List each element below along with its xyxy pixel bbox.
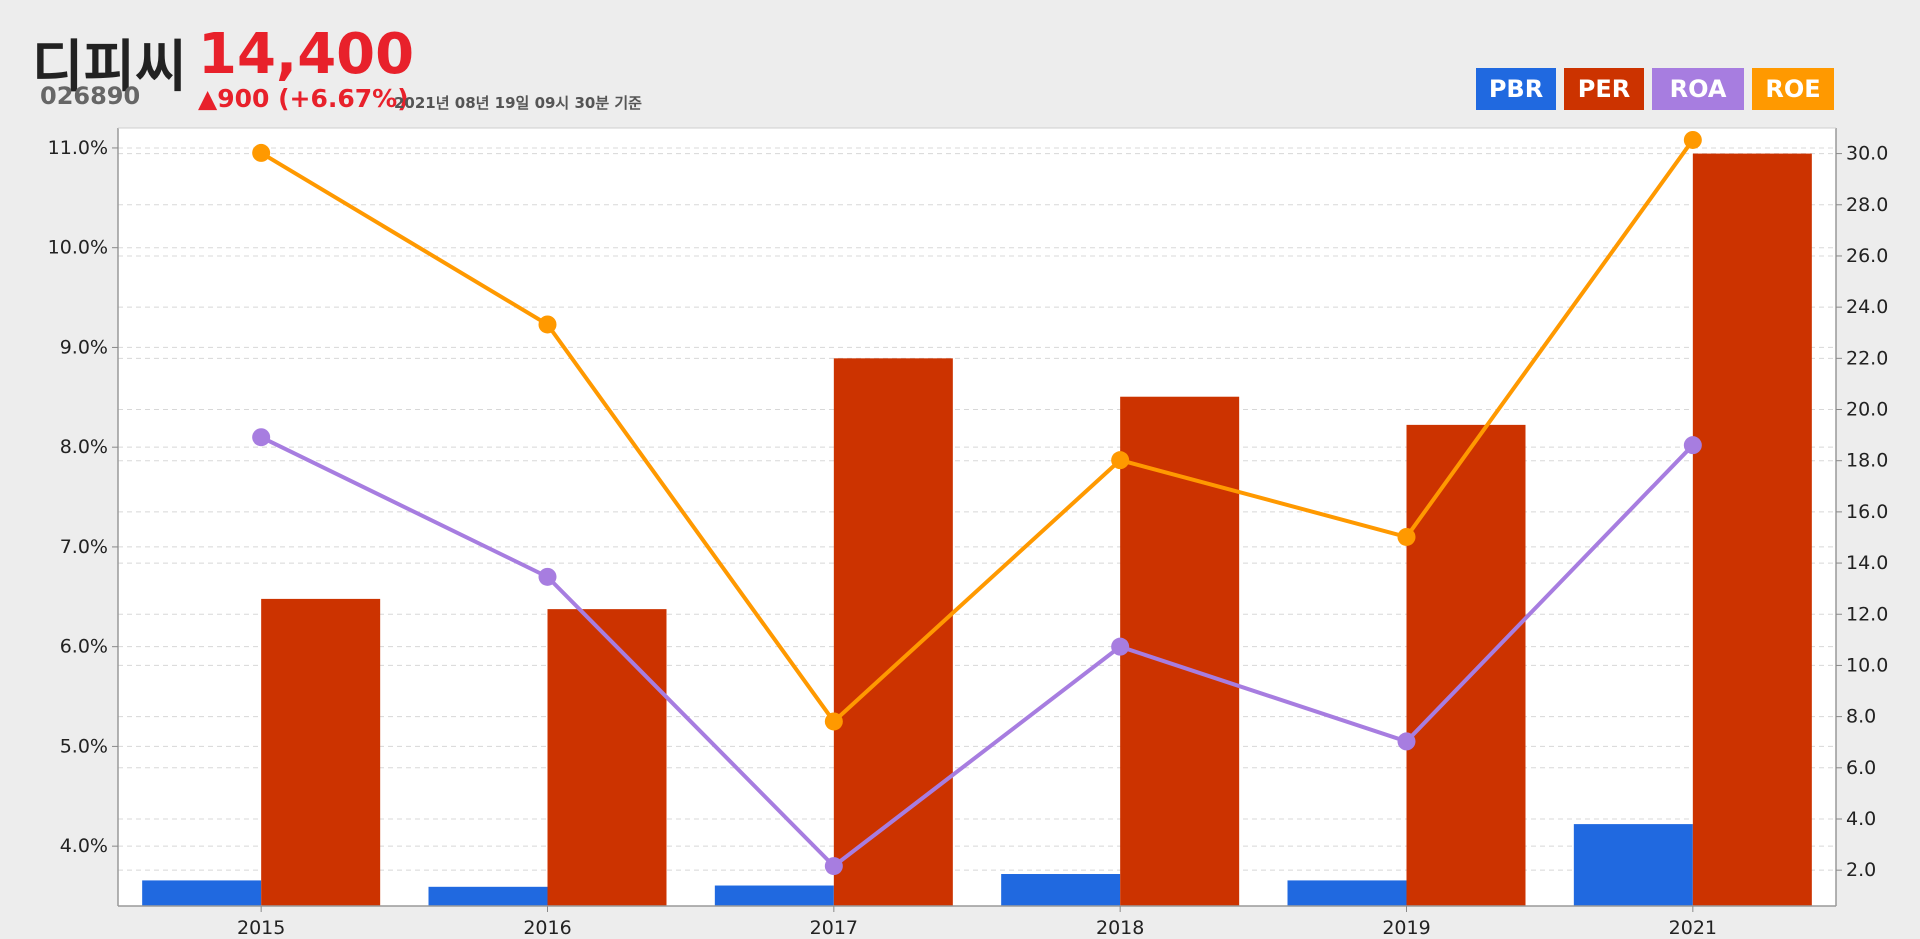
right-tick-label: 12.0 [1846,603,1888,625]
point-roe-2015 [252,143,271,162]
legend-per-button[interactable]: PER [1564,68,1644,110]
point-roa-2016 [538,567,557,586]
line-roe [260,138,1695,725]
stock-price: 14,400 [198,22,415,87]
right-tick-label: 16.0 [1846,501,1888,523]
bar-per-2017 [833,358,953,906]
right-tick-label: 6.0 [1846,757,1876,779]
right-tick-label: 10.0 [1846,654,1888,676]
left-tick-label: 9.0% [60,336,108,358]
plot-area [118,128,1836,906]
bar-per-2015 [261,598,381,906]
bar-pbr-2021 [1573,824,1693,906]
right-tick-label: 28.0 [1846,194,1888,216]
bar-per-2019 [1406,424,1526,906]
chart-legend: PBR PER ROA ROE [1476,68,1834,110]
stock-code: 026890 [40,82,141,110]
right-tick-label: 8.0 [1846,706,1876,728]
point-roe-2018 [1111,451,1130,470]
point-roa-2017 [824,857,843,876]
left-tick-label: 5.0% [60,735,108,757]
point-roa-2019 [1397,732,1416,751]
legend-roa-button[interactable]: ROA [1652,68,1744,110]
bar-pbr-2019 [1287,880,1407,906]
point-roe-2019 [1397,527,1416,546]
left-tick-label: 4.0% [60,835,108,857]
right-tick-label: 14.0 [1846,552,1888,574]
x-tick-label: 2018 [1096,917,1144,939]
x-tick-label: 2015 [237,917,285,939]
bar-pbr-2016 [428,886,548,906]
bar-per-2021 [1692,153,1812,906]
right-tick-label: 26.0 [1846,245,1888,267]
price-change: ▲900 (+6.67%) [198,84,409,113]
right-tick-label: 2.0 [1846,859,1876,881]
stock-name: 디피씨 [32,35,187,100]
left-tick-label: 8.0% [60,436,108,458]
point-roe-2017 [824,712,843,731]
right-tick-label: 24.0 [1846,296,1888,318]
x-tick-label: 2016 [523,917,571,939]
line-roa [260,435,1695,869]
timestamp: 2021년 08년 19일 09시 30분 기준 [394,94,642,112]
left-tick-label: 11.0% [48,137,108,159]
x-tick-label: 2021 [1669,917,1717,939]
bar-pbr-2017 [714,885,834,906]
left-tick-label: 10.0% [48,237,108,259]
bar-pbr-2018 [1001,874,1121,906]
point-roe-2016 [538,315,557,334]
right-tick-label: 4.0 [1846,808,1876,830]
left-tick-label: 6.0% [60,636,108,658]
x-tick-label: 2019 [1382,917,1430,939]
bar-per-2016 [547,609,667,906]
right-tick-label: 20.0 [1846,399,1888,421]
point-roe-2021 [1683,130,1702,149]
legend-pbr-button[interactable]: PBR [1476,68,1556,110]
legend-roe-button[interactable]: ROE [1752,68,1834,110]
point-roa-2021 [1683,436,1702,455]
left-tick-label: 7.0% [60,536,108,558]
right-tick-label: 30.0 [1846,143,1888,165]
right-tick-label: 18.0 [1846,450,1888,472]
right-tick-label: 22.0 [1846,347,1888,369]
point-roa-2018 [1111,637,1130,656]
bar-pbr-2015 [142,880,262,906]
point-roa-2015 [252,428,271,447]
x-tick-label: 2017 [810,917,858,939]
